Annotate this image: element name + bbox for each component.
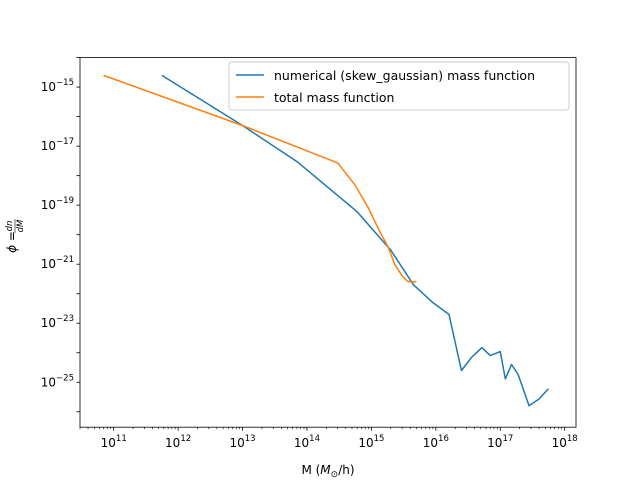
series-layer: [103, 74, 549, 407]
y-tick-label: 10−17: [41, 137, 74, 153]
y-axis-label: ϕ = dn dM: [5, 219, 26, 253]
legend: numerical (skew_gaussian) mass function …: [228, 61, 570, 111]
legend-label-numerical: numerical (skew_gaussian) mass function: [274, 68, 535, 83]
x-tick-label: 1014: [294, 434, 320, 450]
y-tick-label: 10−25: [41, 373, 74, 389]
x-tick-label: 1016: [423, 434, 449, 450]
y-tick-label: 10−19: [41, 196, 74, 212]
y-tick-label: 10−15: [41, 78, 74, 94]
x-tick-label: 1018: [552, 434, 578, 450]
y-tick-label: 10−21: [41, 255, 74, 271]
series-numerical-line: [161, 74, 549, 407]
svg-text:ϕ =: ϕ =: [5, 231, 19, 253]
plot-frame: [79, 57, 577, 428]
x-tick-label: 1015: [358, 434, 384, 450]
series-total-line: [103, 74, 417, 283]
x-axis: 1011 1012 1013 1014 1015 1016 1017 1018: [79, 427, 578, 450]
y-tick-label: 10−23: [41, 314, 74, 330]
x-axis-label: M (M⊙/h): [301, 463, 354, 480]
x-tick-label: 1012: [165, 434, 191, 450]
x-tick-label: 1011: [101, 434, 127, 450]
svg-text:dn: dn: [5, 221, 15, 232]
legend-frame: [228, 61, 570, 111]
y-axis: 10−25 10−23 10−21 10−19 10−17 10−15: [41, 57, 80, 413]
svg-text:dM: dM: [16, 219, 26, 232]
legend-label-total: total mass function: [274, 90, 394, 105]
x-tick-label: 1017: [487, 434, 513, 450]
x-tick-label: 1013: [229, 434, 255, 450]
plot-area: [80, 57, 576, 428]
